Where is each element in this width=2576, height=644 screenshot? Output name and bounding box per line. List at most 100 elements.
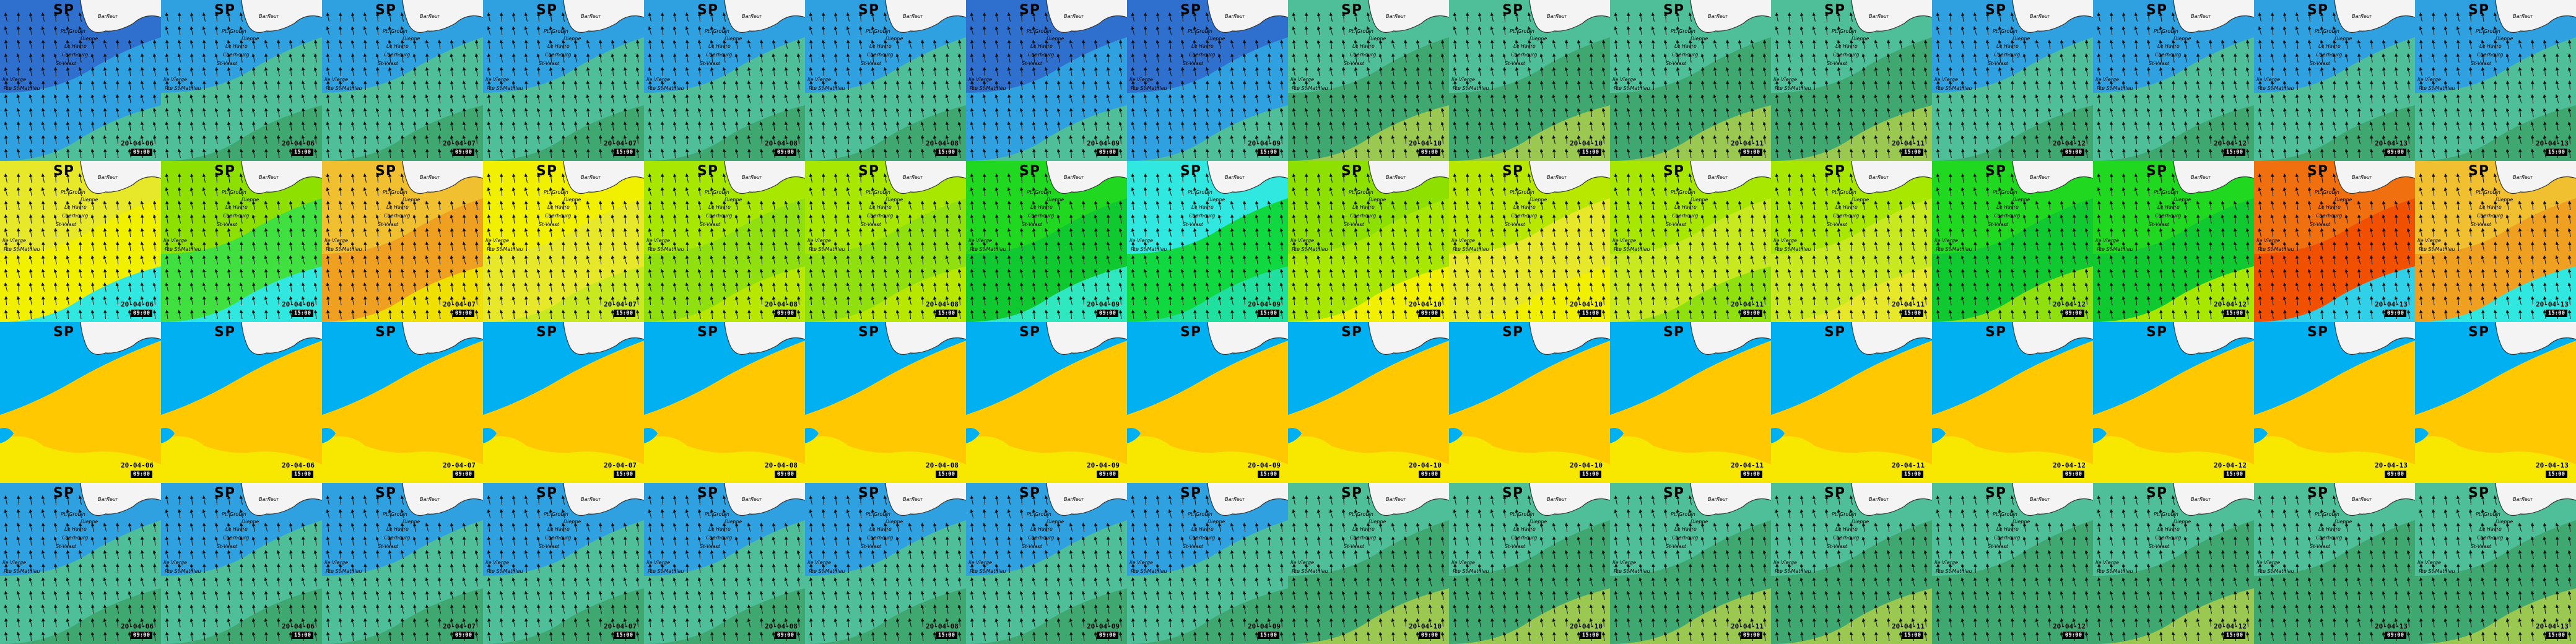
forecast-time: 09:00 — [2384, 149, 2406, 156]
land-mass — [886, 483, 966, 516]
forecast-date: 20-04-07 — [604, 461, 637, 469]
place-label-st_vaast: St-Vaast — [217, 544, 237, 549]
place-label-barfleur: Barfleur — [903, 175, 923, 180]
forecast-time: 09:00 — [1096, 149, 1118, 156]
land-mass — [724, 161, 805, 194]
land-mass — [242, 0, 322, 33]
forecast-time: 15:00 — [1579, 632, 1601, 639]
forecast-time: 09:00 — [1418, 632, 1440, 639]
land-mass — [1208, 0, 1288, 33]
parameter-label: SP — [2146, 485, 2167, 501]
land-mass — [1852, 161, 1932, 194]
sea-field — [1288, 322, 1449, 483]
sea-field — [1449, 0, 1610, 161]
parameter-label: SP — [2307, 485, 2328, 501]
place-label-le_havre: Le Havre — [1674, 526, 1697, 532]
map-tile-swell-height: SP Barfleur Pt. Grouin Dieppe Le Havre Cherbo… — [2415, 483, 2576, 644]
sea-field — [1610, 483, 1771, 644]
map-tile-swell-height: SP Barfleur Pt. Grouin Dieppe Le Havre Cherbo… — [322, 483, 483, 644]
forecast-time: 09:00 — [2062, 471, 2084, 478]
parameter-label: SP — [53, 163, 74, 179]
forecast-time: 15:00 — [935, 310, 957, 317]
sea-field — [2093, 483, 2254, 644]
forecast-date: 20-04-08 — [765, 622, 798, 630]
place-label-pte_st_mathieu: Pte St-Mathieu — [1775, 246, 1811, 252]
place-label-pt_grouin: Pt. Grouin — [1349, 28, 1373, 34]
wind-arrows — [1614, 12, 1767, 159]
place-label-st_vaast: St-Vaast — [1344, 222, 1364, 227]
forecast-time: 09:00 — [1740, 471, 1762, 478]
sea-field — [483, 483, 644, 644]
place-label-barfleur: Barfleur — [259, 497, 279, 502]
place-label-pte_st_mathieu: Pte St-Mathieu — [1453, 568, 1489, 574]
parameter-label: SP — [1019, 2, 1040, 18]
forecast-date: 20-04-09 — [1087, 622, 1120, 630]
place-label-cherbourg: Cherbourg — [2155, 213, 2181, 219]
land-mass — [1368, 483, 1449, 516]
forecast-date: 20-04-13 — [2375, 139, 2408, 147]
place-label-ile_vierge: Ile Vierge — [2417, 560, 2441, 565]
map-tile-wave-period: SP Barfleur Pt. Grouin Dieppe Le Havre Cherbo… — [1932, 161, 2093, 322]
forecast-date: 20-04-13 — [2536, 622, 2569, 630]
place-label-ile_vierge: Ile Vierge — [968, 238, 992, 243]
forecast-date: 20-04-10 — [1409, 300, 1442, 308]
parameter-label: SP — [536, 2, 557, 18]
parameter-label: SP — [536, 485, 557, 501]
wind-arrows — [4, 173, 157, 320]
forecast-date: 20-04-09 — [1248, 461, 1281, 469]
land-mass — [2012, 0, 2093, 33]
sea-field — [1288, 161, 1449, 322]
place-label-pte_st_mathieu: Pte St-Mathieu — [4, 246, 40, 252]
forecast-time: 15:00 — [613, 632, 635, 639]
place-label-pte_st_mathieu: Pte St-Mathieu — [1453, 246, 1489, 252]
place-label-cherbourg: Cherbourg — [545, 52, 571, 58]
sea-field — [1127, 161, 1288, 322]
place-label-st_vaast: St-Vaast — [1827, 222, 1847, 227]
parameter-label: SP — [2468, 324, 2489, 340]
place-label-ile_vierge: Ile Vierge — [485, 560, 509, 565]
place-label-ile_vierge: Ile Vierge — [1612, 238, 1636, 243]
forecast-date: 20-04-09 — [1248, 300, 1281, 308]
place-label-pte_st_mathieu: Pte St-Mathieu — [1292, 568, 1328, 574]
place-label-barfleur: Barfleur — [742, 14, 762, 19]
forecast-date: 20-04-07 — [443, 300, 476, 308]
place-label-dieppe: Dieppe — [564, 519, 581, 524]
land-mass — [886, 161, 966, 194]
forecast-time: 15:00 — [2223, 471, 2245, 478]
land-mass — [2174, 322, 2254, 355]
place-label-pt_grouin: Pt. Grouin — [1510, 28, 1534, 34]
land-mass — [80, 483, 161, 516]
forecast-time: 09:00 — [130, 632, 152, 639]
forecast-date: 20-04-11 — [1731, 622, 1764, 630]
map-tile-wave-height: SP Barfleur Pt. Grouin Dieppe Le Havre Cherbo… — [805, 0, 966, 161]
place-label-cherbourg: Cherbourg — [1028, 52, 1054, 58]
place-label-ile_vierge: Ile Vierge — [807, 238, 831, 243]
place-label-ile_vierge: Ile Vierge — [1934, 560, 1958, 565]
place-label-dieppe: Dieppe — [1852, 519, 1869, 524]
forecast-time: 09:00 — [130, 471, 152, 478]
place-label-le_havre: Le Havre — [869, 204, 892, 210]
place-label-barfleur: Barfleur — [1547, 14, 1567, 19]
land-mass — [2174, 0, 2254, 33]
forecast-time: 15:00 — [935, 632, 957, 639]
place-label-pte_st_mathieu: Pte St-Mathieu — [648, 85, 684, 91]
land-mass — [1368, 161, 1449, 194]
forecast-time: 09:00 — [1096, 632, 1118, 639]
place-label-pt_grouin: Pt. Grouin — [383, 511, 407, 517]
parameter-label: SP — [2307, 2, 2328, 18]
place-label-barfleur: Barfleur — [2030, 14, 2050, 19]
place-label-ile_vierge: Ile Vierge — [646, 238, 670, 243]
land-mass — [2012, 161, 2093, 194]
land-mass — [2496, 161, 2576, 194]
place-label-le_havre: Le Havre — [64, 526, 87, 532]
place-label-pte_st_mathieu: Pte St-Mathieu — [2258, 568, 2294, 574]
place-label-ile_vierge: Ile Vierge — [1773, 77, 1797, 82]
place-label-pt_grouin: Pt. Grouin — [2154, 511, 2178, 517]
place-label-barfleur: Barfleur — [2191, 497, 2211, 502]
place-label-ile_vierge: Ile Vierge — [807, 560, 831, 565]
place-label-dieppe: Dieppe — [564, 36, 581, 41]
place-label-le_havre: Le Havre — [547, 526, 570, 532]
place-label-le_havre: Le Havre — [225, 43, 248, 49]
place-label-dieppe: Dieppe — [1046, 519, 1064, 524]
place-label-cherbourg: Cherbourg — [545, 213, 571, 219]
